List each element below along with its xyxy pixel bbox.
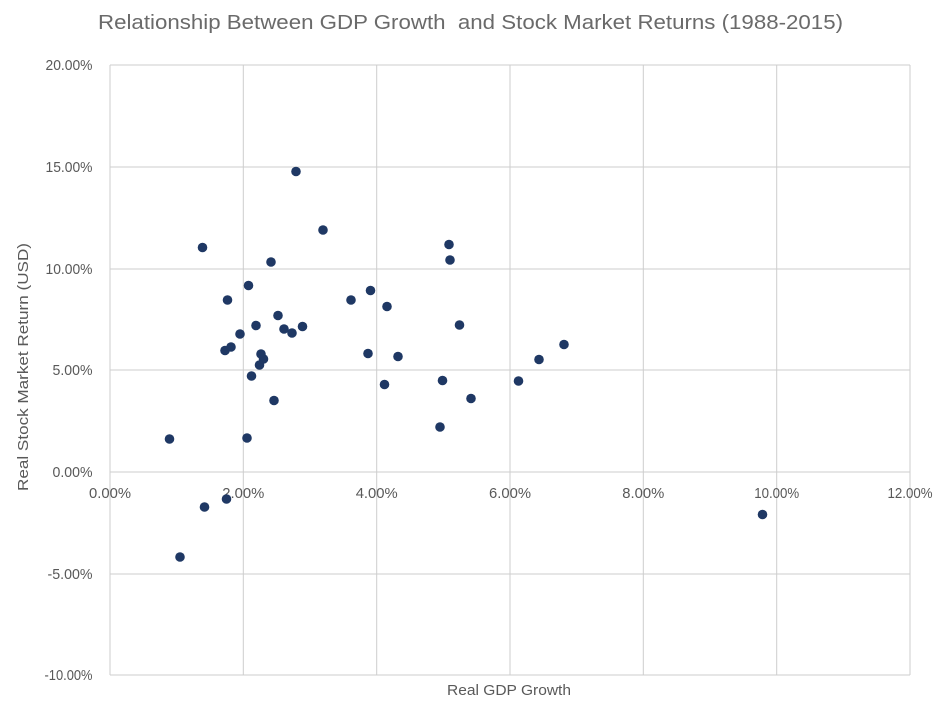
svg-text:20.00%: 20.00%	[46, 57, 93, 74]
svg-text:8.00%: 8.00%	[622, 485, 664, 502]
svg-text:15.00%: 15.00%	[46, 159, 93, 176]
svg-text:0.00%: 0.00%	[53, 464, 93, 481]
svg-text:12.00%: 12.00%	[888, 485, 933, 502]
svg-text:4.00%: 4.00%	[356, 485, 398, 502]
svg-text:5.00%: 5.00%	[53, 362, 93, 379]
svg-text:-10.00%: -10.00%	[45, 667, 93, 684]
svg-text:Real GDP Growth: Real GDP Growth	[447, 682, 571, 699]
svg-text:10.00%: 10.00%	[46, 261, 93, 278]
svg-text:10.00%: 10.00%	[754, 485, 799, 502]
svg-text:Real Stock Market Return (USD): Real Stock Market Return (USD)	[15, 243, 32, 491]
svg-text:0.00%: 0.00%	[89, 485, 131, 502]
svg-text:Relationship Between GDP Growt: Relationship Between GDP Growth and Stoc…	[98, 12, 843, 34]
svg-text:6.00%: 6.00%	[489, 485, 531, 502]
svg-text:2.00%: 2.00%	[222, 485, 264, 502]
svg-text:-5.00%: -5.00%	[48, 566, 93, 583]
